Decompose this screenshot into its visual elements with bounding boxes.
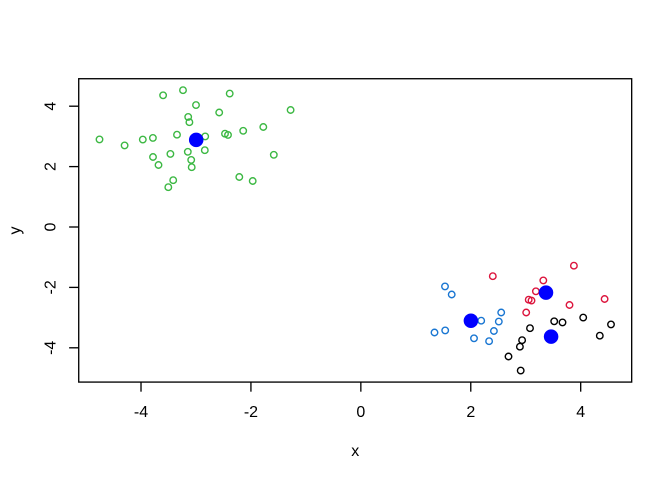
- svg-text:-4: -4: [43, 341, 60, 355]
- svg-text:2: 2: [466, 404, 475, 421]
- svg-text:0: 0: [43, 222, 60, 231]
- svg-text:4: 4: [43, 102, 60, 111]
- svg-text:4: 4: [576, 404, 585, 421]
- svg-text:-4: -4: [134, 404, 148, 421]
- svg-text:-2: -2: [244, 404, 258, 421]
- svg-text:x: x: [351, 443, 359, 460]
- svg-text:-2: -2: [43, 280, 60, 294]
- svg-text:2: 2: [43, 162, 60, 171]
- svg-text:0: 0: [356, 404, 365, 421]
- svg-text:y: y: [7, 227, 24, 235]
